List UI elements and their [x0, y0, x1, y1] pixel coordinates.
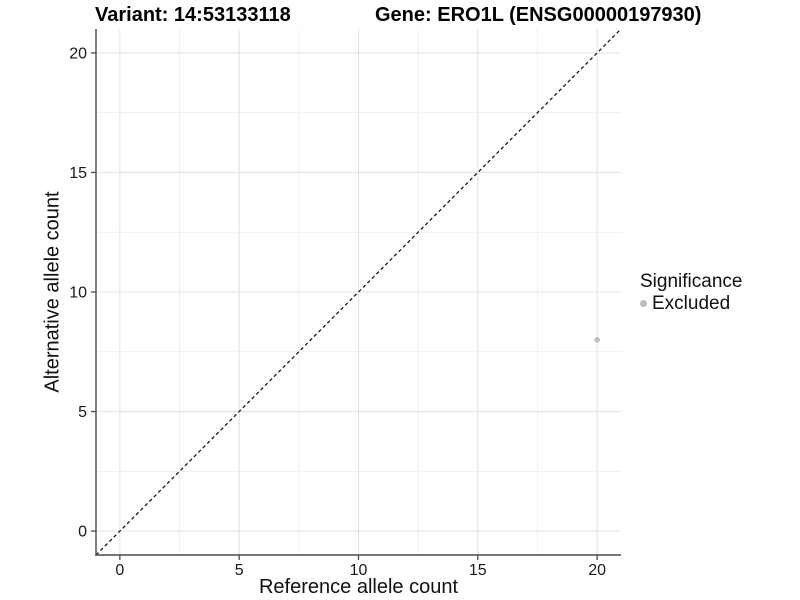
x-tick-label: 0 — [115, 562, 124, 579]
y-tick-label: 5 — [78, 404, 87, 421]
legend-title: Significance — [640, 271, 743, 292]
legend-item-label: Excluded — [652, 293, 731, 314]
data-point — [594, 337, 600, 343]
plot-title-gene: Gene: ERO1L (ENSG00000197930) — [375, 4, 702, 26]
legend-key-dot-icon — [640, 300, 647, 307]
x-tick-label: 15 — [469, 562, 487, 579]
y-tick-label: 10 — [69, 285, 87, 302]
y-tick-label: 0 — [78, 524, 87, 541]
legend-item-excluded: Excluded — [640, 294, 742, 313]
y-tick-label: 20 — [69, 45, 87, 62]
x-tick-label: 10 — [350, 562, 368, 579]
x-tick-label: 5 — [235, 562, 244, 579]
y-tick-label: 15 — [69, 165, 87, 182]
legend: Significance Excluded — [640, 271, 742, 313]
y-axis-title: Alternative allele count — [41, 191, 64, 393]
x-axis-title: Reference allele count — [258, 576, 458, 598]
plot-title-variant: Variant: 14:53133118 — [95, 4, 291, 26]
x-tick-label: 20 — [588, 562, 606, 579]
identity-line — [95, 28, 622, 556]
